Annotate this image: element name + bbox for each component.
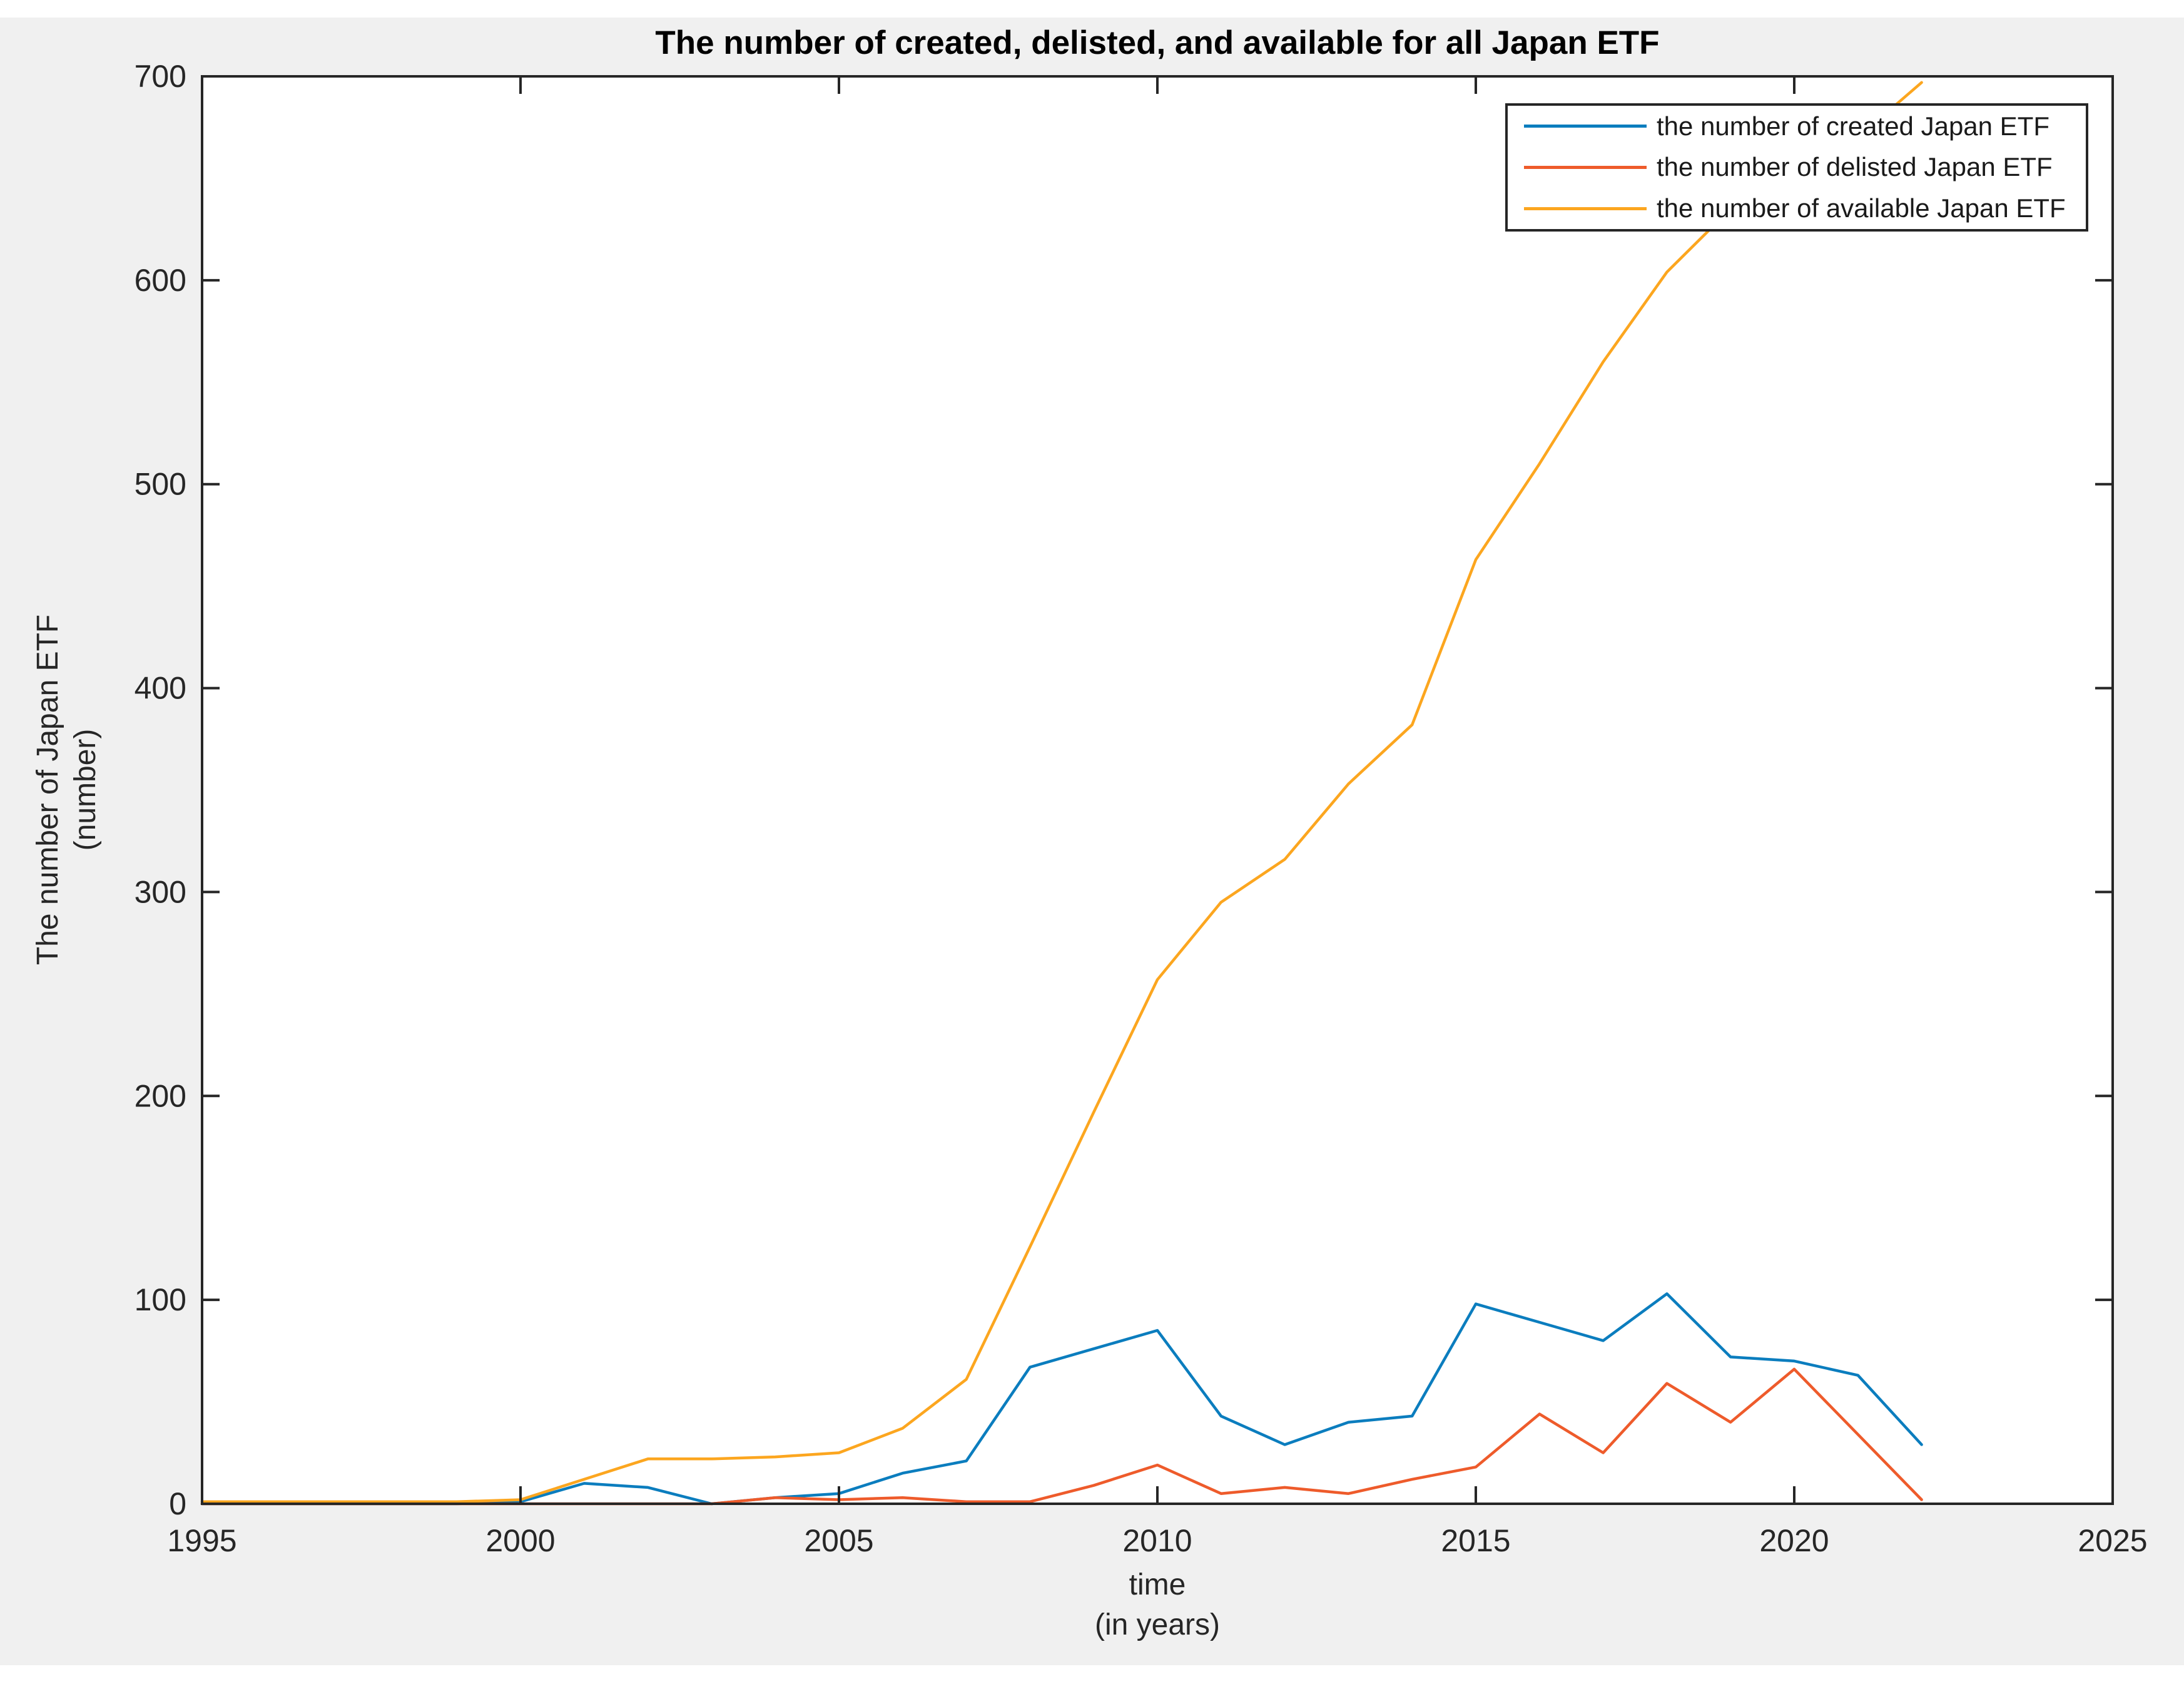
x-tick-label: 2025 — [2078, 1523, 2147, 1558]
x-tick-label: 2000 — [485, 1523, 555, 1558]
y-tick-label: 500 — [135, 467, 186, 502]
x-tick-label: 2005 — [804, 1523, 873, 1558]
y-tick-label: 0 — [169, 1486, 186, 1521]
legend-label: the number of delisted Japan ETF — [1657, 152, 2053, 182]
series-line-2 — [200, 81, 1923, 1503]
y-tick-label: 300 — [135, 874, 186, 909]
plot-area — [202, 76, 2113, 1504]
x-tick-label: 1995 — [167, 1523, 236, 1558]
y-tick-label: 400 — [135, 671, 186, 706]
legend-line-sample — [1524, 125, 1647, 128]
x-axis-label-line2: (in years) — [1095, 1608, 1220, 1641]
legend-line-sample — [1524, 207, 1647, 210]
legend-entry: the number of available Japan ETF — [1508, 188, 2086, 229]
legend-entry: the number of delisted Japan ETF — [1508, 147, 2086, 188]
y-axis-label-line2: (number) — [69, 729, 102, 851]
legend-label: the number of created Japan ETF — [1657, 111, 2050, 141]
y-tick-label: 700 — [135, 59, 186, 94]
y-tick-label: 600 — [135, 263, 186, 298]
chart-title: The number of created, delisted, and ava… — [655, 24, 1660, 61]
x-tick-label: 2015 — [1441, 1523, 1510, 1558]
y-axis-label-line1: The number of Japan ETF — [31, 615, 64, 965]
legend-label: the number of available Japan ETF — [1657, 193, 2066, 223]
legend: the number of created Japan ETF the numbe… — [1505, 103, 2088, 232]
y-tick-label: 200 — [135, 1078, 186, 1113]
x-tick-label: 2010 — [1122, 1523, 1192, 1558]
legend-line-sample — [1524, 165, 1647, 169]
x-tick-label: 2020 — [1759, 1523, 1829, 1558]
y-tick-label: 100 — [135, 1282, 186, 1317]
legend-entry: the number of created Japan ETF — [1508, 106, 2086, 146]
x-axis-label-line1: time — [1129, 1568, 1186, 1601]
